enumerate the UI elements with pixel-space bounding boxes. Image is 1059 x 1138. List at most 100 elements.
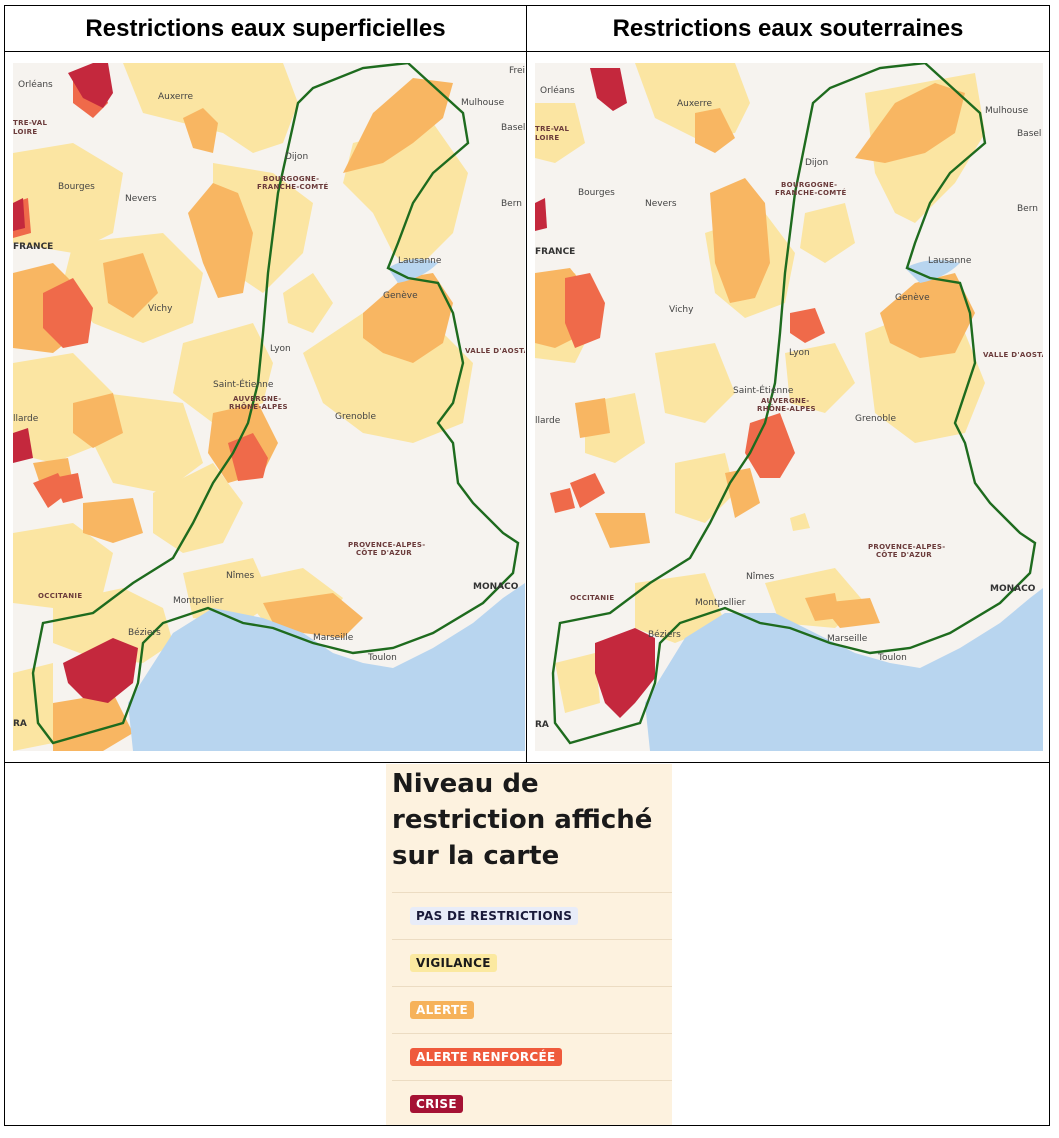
label-lausanne: Lausanne bbox=[398, 256, 442, 266]
label-bourges: Bourges bbox=[58, 182, 95, 192]
label-illarde: llarde bbox=[13, 414, 39, 424]
badge-alerte: ALERTE bbox=[410, 1001, 475, 1019]
label-dijon: Dijon bbox=[285, 152, 308, 162]
crise-zones bbox=[535, 68, 655, 718]
crise-zones bbox=[13, 63, 138, 703]
badge-vigilance: VIGILANCE bbox=[410, 954, 497, 972]
label-bern: Bern bbox=[1017, 204, 1038, 214]
legend-title-line3: sur la carte bbox=[392, 841, 560, 871]
column-divider bbox=[526, 5, 527, 763]
header-groundwater: Restrictions eaux souterraines bbox=[612, 14, 964, 42]
label-saint-etienne: Saint-Étienne bbox=[733, 384, 794, 396]
lake-geneva bbox=[905, 259, 960, 283]
alerte-renforcee-zones bbox=[550, 273, 825, 513]
label-cvl-1: TRE-VAL bbox=[535, 125, 570, 133]
legend-title-line2: restriction affiché bbox=[392, 805, 653, 835]
label-cvl-2: LOIRE bbox=[535, 134, 559, 142]
label-vichy: Vichy bbox=[669, 305, 694, 315]
label-bfc-2: FRANCHE-COMTÉ bbox=[775, 188, 847, 197]
label-lyon: Lyon bbox=[270, 344, 291, 354]
label-geneve: Genève bbox=[383, 290, 418, 301]
label-paca-1: PROVENCE-ALPES- bbox=[868, 543, 945, 551]
label-bfc-1: BOURGOGNE- bbox=[781, 181, 837, 189]
label-nevers: Nevers bbox=[645, 199, 677, 209]
label-grenoble: Grenoble bbox=[855, 414, 896, 424]
label-ara-1: AUVERGNE- bbox=[761, 397, 809, 405]
legend-row-vigilance: VIGILANCE bbox=[392, 939, 672, 986]
label-bourges: Bourges bbox=[578, 188, 615, 198]
vigilance-zones bbox=[13, 63, 473, 751]
label-nimes: Nîmes bbox=[226, 571, 255, 581]
label-toulon: Toulon bbox=[877, 653, 907, 663]
label-saint-etienne: Saint-Étienne bbox=[213, 378, 274, 390]
label-paca-1: PROVENCE-ALPES- bbox=[348, 541, 425, 549]
label-auxerre: Auxerre bbox=[677, 99, 712, 109]
label-vichy: Vichy bbox=[148, 304, 173, 314]
badge-pas-de-restrictions: PAS DE RESTRICTIONS bbox=[410, 907, 579, 925]
legend-row-crise: CRISE bbox=[392, 1080, 672, 1127]
label-occitanie: OCCITANIE bbox=[570, 594, 614, 602]
legend-row-none: PAS DE RESTRICTIONS bbox=[392, 892, 672, 939]
legend-title: Niveau de restriction affiché sur la car… bbox=[392, 766, 672, 874]
label-occitanie: OCCITANIE bbox=[38, 592, 82, 600]
badge-crise: CRISE bbox=[410, 1095, 463, 1113]
label-cvl-1: TRE-VAL bbox=[13, 119, 48, 127]
label-valle-daosta: VALLE D'AOSTA bbox=[465, 347, 525, 355]
label-mulhouse: Mulhouse bbox=[985, 106, 1029, 116]
label-valle-daosta: VALLE D'AOSTA bbox=[983, 351, 1043, 359]
legend-row-alerte: ALERTE bbox=[392, 986, 672, 1033]
label-orleans: Orléans bbox=[18, 79, 53, 90]
label-bfc-2: FRANCHE-COMTÉ bbox=[257, 182, 329, 191]
label-orleans: Orléans bbox=[540, 85, 575, 96]
label-nevers: Nevers bbox=[125, 194, 157, 204]
label-ra: RA bbox=[535, 720, 549, 730]
mediterranean-sea bbox=[128, 583, 525, 751]
label-ra: RA bbox=[13, 719, 27, 729]
table-frame bbox=[4, 5, 1050, 1126]
label-grenoble: Grenoble bbox=[335, 412, 376, 422]
label-beziers: Béziers bbox=[128, 627, 161, 638]
header-surface-water: Restrictions eaux superficielles bbox=[85, 14, 446, 42]
label-paca-2: CÔTE D'AZUR bbox=[876, 550, 932, 559]
label-marseille: Marseille bbox=[827, 634, 868, 644]
map-surface-water[interactable]: Orléans Auxerre TRE-VAL LOIRE Bourges Ne… bbox=[13, 63, 525, 751]
label-nimes: Nîmes bbox=[746, 572, 775, 582]
label-ara-2: RHÔNE-ALPES bbox=[757, 404, 816, 413]
label-basel: Basel bbox=[501, 123, 525, 133]
label-ara-1: AUVERGNE- bbox=[233, 395, 281, 403]
mediterranean-sea bbox=[645, 588, 1043, 751]
badge-alerte-renforcee: ALERTE RENFORCÉE bbox=[410, 1048, 562, 1066]
label-bern: Bern bbox=[501, 199, 522, 209]
label-bfc-1: BOURGOGNE- bbox=[263, 175, 319, 183]
legend-panel: Niveau de restriction affiché sur la car… bbox=[386, 764, 672, 1125]
region-outline bbox=[551, 63, 1037, 745]
map-groundwater[interactable]: Orléans Auxerre TRE-VAL LOIRE Bourges Ne… bbox=[535, 63, 1043, 751]
label-monaco: MONACO bbox=[473, 582, 519, 592]
legend-divider bbox=[4, 762, 1050, 763]
label-cvl-2: LOIRE bbox=[13, 128, 37, 136]
label-lyon: Lyon bbox=[789, 348, 810, 358]
label-illarde: llarde bbox=[535, 416, 561, 426]
label-beziers: Béziers bbox=[648, 629, 681, 640]
label-toulon: Toulon bbox=[367, 653, 397, 663]
label-ara-2: RHÔNE-ALPES bbox=[229, 402, 288, 411]
region-outline bbox=[31, 63, 520, 745]
legend-title-line1: Niveau de bbox=[392, 769, 539, 799]
label-montpellier: Montpellier bbox=[695, 598, 746, 608]
header-divider bbox=[4, 51, 1050, 52]
label-paca-2: CÔTE D'AZUR bbox=[356, 548, 412, 557]
label-geneve: Genève bbox=[895, 292, 930, 303]
label-montpellier: Montpellier bbox=[173, 596, 224, 606]
label-dijon: Dijon bbox=[805, 158, 828, 168]
label-monaco: MONACO bbox=[990, 584, 1036, 594]
label-lausanne: Lausanne bbox=[928, 256, 972, 266]
label-basel: Basel bbox=[1017, 129, 1041, 139]
label-frei: Frei bbox=[509, 66, 525, 76]
label-marseille: Marseille bbox=[313, 633, 354, 643]
label-mulhouse: Mulhouse bbox=[461, 98, 505, 108]
label-france: FRANCE bbox=[13, 242, 53, 252]
lake-geneva bbox=[388, 259, 438, 283]
label-france: FRANCE bbox=[535, 247, 575, 257]
legend-row-alerte-renforcee: ALERTE RENFORCÉE bbox=[392, 1033, 672, 1080]
label-auxerre: Auxerre bbox=[158, 92, 193, 102]
